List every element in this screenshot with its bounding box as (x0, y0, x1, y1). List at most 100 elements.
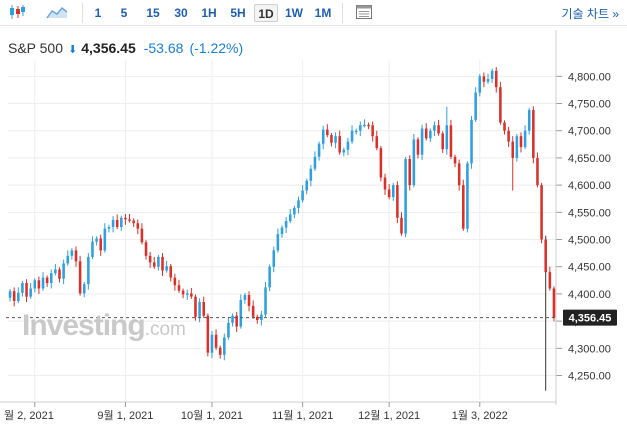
candle-body (305, 180, 308, 191)
candle-body (111, 219, 115, 228)
technical-chart-link[interactable]: 기술 차트 » (561, 7, 619, 21)
candle-body (264, 287, 267, 315)
candle-body (148, 255, 152, 263)
arrow-down-icon: ⬇ (68, 44, 78, 56)
candle-body (173, 277, 177, 286)
candle-body (297, 200, 300, 208)
candle-body (429, 130, 432, 139)
price-change-percent: (-1.22%) (189, 40, 244, 56)
candle-body (58, 269, 61, 279)
y-axis: 4,800.00 4,750.00 4,700.00 4,650.00 4,600.00… (555, 30, 611, 405)
x-axis: 월 2, 2021 9월 1, 2021 10월 1, 2021 11월 1, 202… (0, 401, 556, 422)
candle-body (346, 141, 350, 150)
candle-body (507, 130, 510, 142)
candle-body (396, 185, 399, 218)
candle-body (449, 125, 453, 157)
table-icon[interactable] (355, 4, 373, 20)
candle-body (115, 219, 119, 228)
candle-body (309, 168, 313, 181)
candle-body (256, 316, 259, 321)
candle-body (383, 177, 387, 190)
candle-body (408, 159, 412, 186)
candle-body (243, 295, 247, 300)
candle-body (367, 124, 370, 127)
candle-body (82, 284, 86, 294)
interval-1w[interactable]: 1W (285, 6, 303, 20)
y-tick-label: 4,700.00 (568, 126, 611, 138)
candle-body (49, 273, 53, 284)
y-tick-label: 4,550.00 (568, 207, 611, 219)
y-tick-label: 4,500.00 (568, 235, 611, 247)
interval-30min[interactable]: 30 (174, 6, 188, 20)
candle-body (532, 110, 535, 158)
candle-body (8, 291, 12, 298)
candle-body (433, 125, 436, 131)
candle-body (387, 189, 391, 198)
candle-body (161, 256, 164, 271)
candle-body (404, 159, 407, 234)
candle-body (54, 269, 57, 274)
candle-body (490, 70, 494, 80)
candle-body (144, 242, 148, 256)
candle-body (354, 130, 358, 133)
candle-body (70, 250, 74, 256)
candle-body (412, 139, 416, 186)
candle-body (391, 185, 395, 198)
candle-body (437, 125, 440, 134)
candle-body (210, 334, 214, 353)
candle-body (457, 163, 461, 186)
candle-body (280, 227, 284, 235)
interval-1min[interactable]: 1 (94, 6, 102, 20)
candle-body (136, 223, 140, 229)
interval-5min[interactable]: 5 (120, 6, 128, 20)
candle-body (251, 305, 255, 317)
area-chart-icon[interactable] (46, 4, 68, 20)
candle-body (272, 250, 276, 267)
x-tick-label: 10월 1, 2021 (181, 409, 243, 422)
candle-body (466, 163, 469, 229)
candle-body (223, 337, 226, 355)
interval-1m[interactable]: 1M (314, 6, 332, 20)
candle-body (87, 256, 90, 285)
candle-body (198, 302, 201, 317)
candle-body (424, 128, 428, 139)
y-tick-label: 4,650.00 (568, 153, 611, 165)
candlestick-icon[interactable] (8, 4, 26, 20)
candle-body (359, 125, 362, 131)
candle-body (17, 292, 20, 301)
interval-1d[interactable]: 1D (254, 4, 278, 22)
interval-1h[interactable]: 1H (201, 6, 217, 20)
candle-body (445, 125, 449, 150)
candle-body (45, 277, 49, 284)
candle-body (499, 87, 502, 123)
candle-body (544, 239, 547, 273)
candle-body (342, 149, 346, 153)
candle-body (371, 125, 374, 137)
candle-body (494, 70, 498, 88)
candle-body (37, 280, 41, 289)
candle-body (194, 296, 197, 317)
y-tick-label: 4,600.00 (568, 180, 611, 192)
candle-body (375, 136, 379, 149)
candle-body (95, 238, 98, 242)
candle-body (334, 136, 337, 143)
candle-body (66, 255, 70, 264)
candle-body (350, 130, 354, 142)
candle-body (470, 119, 473, 164)
candle-body (284, 221, 288, 228)
candle-body (128, 219, 131, 221)
interval-15min[interactable]: 15 (146, 6, 160, 20)
toolbar-divider (342, 3, 343, 23)
candle-body (400, 217, 403, 234)
interval-5h[interactable]: 5H (230, 6, 246, 20)
candle-body (62, 263, 65, 279)
candle-body (326, 129, 329, 136)
candle-body (482, 76, 486, 82)
candle-body (239, 299, 243, 327)
candle-body (107, 227, 111, 229)
candle-body (321, 129, 325, 144)
candle-body (268, 266, 271, 288)
candle-body (536, 157, 539, 186)
x-tick-label: 1월 3, 2022 (452, 409, 508, 422)
